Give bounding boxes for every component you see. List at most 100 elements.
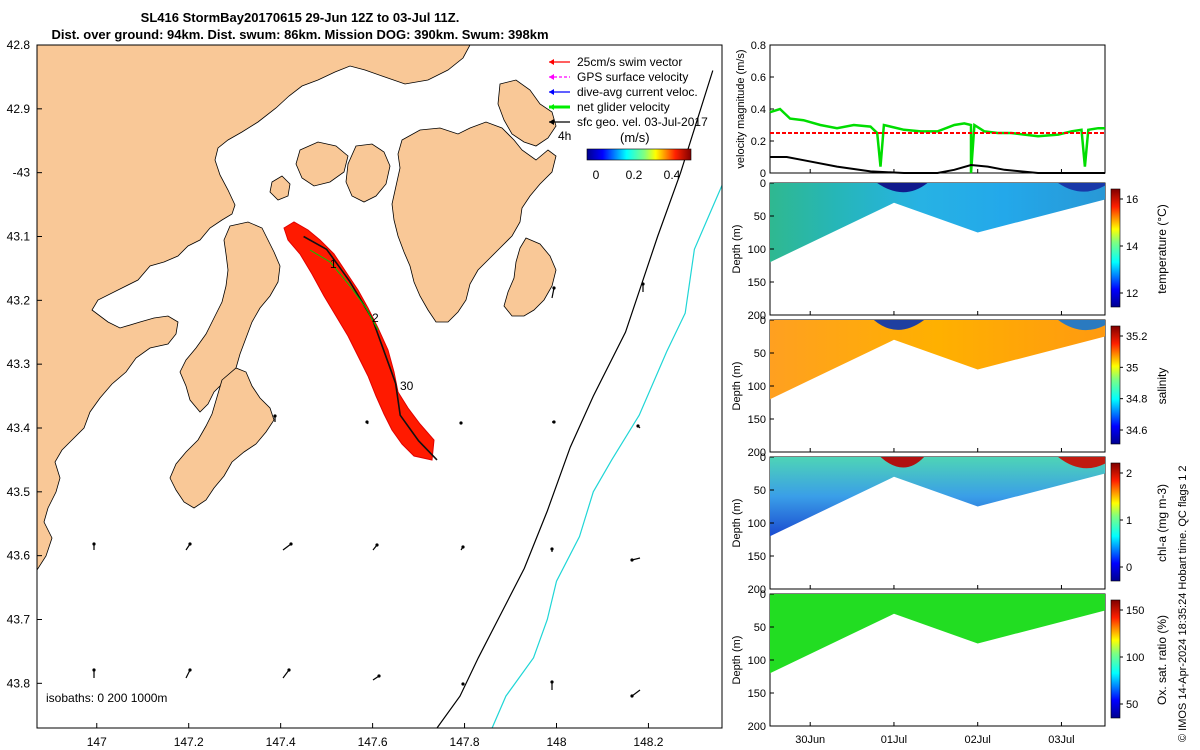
land-tasman-peninsula — [179, 221, 281, 413]
depth-tick-label: 0 — [760, 315, 766, 327]
map-y-tick-label: 43.4 — [7, 421, 31, 435]
map-y-tick-label: 43.6 — [7, 549, 31, 563]
depth-tick-label: 50 — [754, 485, 766, 497]
velocity-frame — [769, 44, 1106, 174]
section-colorbar — [1110, 325, 1121, 445]
land-maria-headland — [497, 79, 557, 147]
depth-tick-label: 50 — [754, 622, 766, 634]
legend-entry: GPS surface velocity — [577, 70, 688, 84]
section-panel-chla: 0 50 100 150 200 Depth (m) 0 1 2 chl-a (mg m-3) — [731, 452, 1169, 596]
map-y-tick-label: 43.1 — [7, 229, 31, 243]
velocity-y-tick-label: 0.8 — [751, 40, 766, 52]
velocity-arrowhead — [375, 543, 379, 547]
isobaths-label: isobaths: 0 200 1000m — [46, 691, 167, 705]
velocity-y-tick-label: 0.4 — [751, 104, 766, 116]
legend-arrowhead — [549, 74, 554, 80]
legend-note: 4h — [558, 129, 571, 143]
map-x-tick-label: 148.2 — [633, 735, 663, 749]
net-glider-track-line — [303, 235, 438, 461]
map-y-tick-label: 43.5 — [7, 485, 31, 499]
isobath-200m — [436, 70, 714, 728]
land-small-island-north — [295, 141, 349, 187]
speed-colorbar-tick: 0.2 — [626, 168, 643, 182]
map-x-tick-label: 147.4 — [266, 735, 296, 749]
bloom-patch — [880, 457, 925, 468]
fresh-patch — [873, 320, 925, 330]
time-tick-label: 02Jul — [965, 734, 991, 746]
section-data-field — [770, 320, 1105, 400]
depth-tick-label: 100 — [748, 518, 766, 530]
velocity-arrowhead — [552, 286, 556, 290]
map-x-tick-label: 147.8 — [450, 735, 480, 749]
land-islet-west — [269, 175, 291, 201]
depth-tick-label: 200 — [748, 584, 766, 596]
map-x-tick-label: 147 — [87, 735, 107, 749]
velocity-arrowhead — [550, 680, 554, 684]
depth-tick-label: 150 — [748, 688, 766, 700]
depth-tick-label: 200 — [748, 721, 766, 733]
velocity-arrowhead — [377, 674, 381, 678]
isobath-lines — [436, 70, 722, 728]
speed-colorbar — [586, 148, 692, 161]
velocity-arrowhead — [459, 421, 463, 425]
velocity-y-tick-label: 0 — [760, 168, 766, 180]
land-forestier-east — [391, 121, 557, 323]
depth-tick-label: 0 — [760, 452, 766, 464]
depth-axis-label: Depth (m) — [731, 499, 743, 548]
velocity-arrow — [631, 689, 641, 697]
speed-colorbar-tick: 0.4 — [664, 168, 681, 182]
colorbar-tick-label: 16 — [1126, 194, 1138, 206]
time-tick-label: 03Jul — [1048, 734, 1074, 746]
depth-tick-label: 150 — [748, 414, 766, 426]
colorbar-unit-label: (m/s) — [620, 130, 650, 145]
map-y-tick-label: 43.3 — [7, 357, 31, 371]
legend-arrowhead — [549, 89, 554, 95]
velocity-ylabel: velocity magnitude (m/s) — [735, 49, 747, 168]
velocity-arrowhead — [188, 542, 192, 546]
land-bruny-south — [169, 367, 275, 509]
depth-tick-label: 50 — [754, 348, 766, 360]
colorbar-tick-label: 150 — [1126, 605, 1144, 617]
velocity-arrowhead — [550, 547, 554, 551]
track-highlight — [309, 249, 379, 331]
map-y-tick-label: 43.7 — [7, 612, 31, 626]
velocity-y-tick-label: 0.6 — [751, 72, 766, 84]
time-tick-label: 01Jul — [881, 734, 907, 746]
section-panel-oxygen: 0 50 100 150 200 Depth (m) 50 100 150 Ox. sat. ra… — [731, 589, 1169, 733]
colorbar-tick-label: 34.6 — [1126, 425, 1147, 437]
cold-patch — [877, 183, 928, 193]
velocity-arrowhead — [289, 542, 293, 546]
fresh-patch — [1058, 320, 1105, 331]
depth-tick-label: 150 — [748, 551, 766, 563]
colorbar-tick-label: 14 — [1126, 241, 1138, 253]
legend-arrowhead — [549, 119, 554, 125]
land-cape-southeast — [503, 237, 557, 317]
map-x-tick-label: 147.2 — [174, 735, 204, 749]
bloom-patch — [1058, 457, 1105, 469]
track-label-2: 2 — [372, 311, 379, 325]
velocity-arrowhead — [636, 424, 640, 428]
velocity-arrowhead — [273, 414, 277, 418]
velocity-arrow — [551, 287, 555, 299]
colorbar-tick-label: 100 — [1126, 652, 1144, 664]
map-panel: 1 2 30 147 147.2 147.4 147.6 147.8 148 148.2 4… — [7, 38, 723, 749]
swim-vector-fan — [283, 221, 435, 461]
map-y-tick-label: 43.2 — [7, 293, 31, 307]
section-data-field — [770, 183, 1105, 263]
legend-entry: 25cm/s swim vector — [577, 55, 682, 69]
footer-credit: © IMOS 14-Apr-2024 18:35:24 Hobart time.… — [1177, 465, 1189, 742]
track-label-1: 1 — [330, 257, 337, 271]
depth-axis-label: Depth (m) — [731, 362, 743, 411]
section-colorbar — [1110, 462, 1121, 582]
colorbar-tick-label: 34.8 — [1126, 394, 1147, 406]
depth-tick-label: 0 — [760, 589, 766, 601]
map-x-tick-label: 148 — [546, 735, 566, 749]
speed-colorbar-tick: 0 — [593, 168, 600, 182]
velocity-y-tick-label: 0.2 — [751, 136, 766, 148]
figure-subtitle: Dist. over ground: 94km. Dist. swum: 86k… — [51, 27, 549, 42]
figure-title: SL416 StormBay20170615 29-Jun 12Z to 03-… — [140, 10, 460, 25]
legend-arrowhead — [549, 104, 554, 110]
map-x-axis: 147 147.2 147.4 147.6 147.8 148 148.2 — [87, 723, 664, 749]
colorbar-label: Ox. sat. ratio (%) — [1155, 615, 1169, 705]
